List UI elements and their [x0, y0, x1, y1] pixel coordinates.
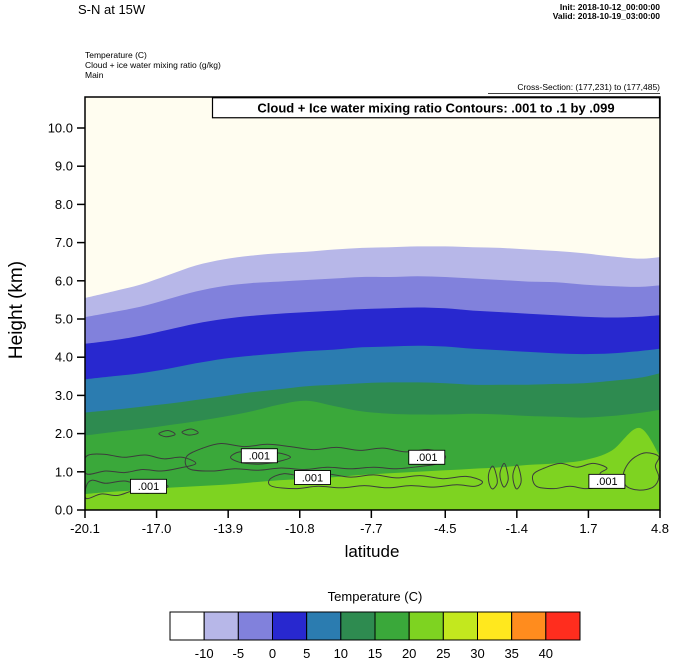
colorbar-tick-label: 5: [303, 646, 310, 661]
valid-time-label: Valid: 2018-10-19_03:00:00: [553, 11, 661, 21]
cloud-contour-level-0.001: [531, 462, 610, 490]
contour-label: .001: [408, 449, 446, 465]
legend-line-temperature: Temperature (C): [85, 50, 147, 60]
contour-label: .001: [294, 470, 331, 485]
colorbar-tick-label: 25: [436, 646, 450, 661]
plot-frame: [84, 96, 661, 511]
contour-label: .001: [130, 478, 167, 494]
contour-label-text: .001: [249, 451, 270, 463]
cloud-contour-level-0.001: [622, 452, 660, 491]
y-tick-label: 0.0: [55, 503, 73, 518]
colorbar-swatch: [442, 611, 478, 641]
legend-line-main: Main: [85, 70, 104, 80]
contour-label-box: [130, 478, 167, 494]
x-tick-label: -13.9: [213, 521, 243, 536]
contour-label-text: .001: [138, 481, 159, 493]
y-tick-label: 2.0: [55, 426, 73, 441]
contour-label-box: [408, 449, 446, 465]
colorbar-swatch: [408, 611, 444, 641]
colorbar-swatch: [237, 611, 273, 641]
y-tick-label: 5.0: [55, 312, 73, 327]
contour-label-box: [240, 448, 278, 464]
legend-line-cloud-ratio: Cloud + ice water mixing ratio (g/kg): [85, 60, 221, 70]
page-title: S-N at 15W: [78, 2, 146, 17]
contour-label: .001: [240, 448, 278, 464]
y-tick-label: 3.0: [55, 388, 73, 403]
colorbar-swatch: [511, 611, 547, 641]
y-tick-label: 8.0: [55, 197, 73, 212]
colorbar-tick-label: -5: [233, 646, 245, 661]
y-tick-label: 4.0: [55, 350, 73, 365]
colorbar-tick-label: 35: [504, 646, 518, 661]
colorbar-swatch: [340, 611, 376, 641]
y-tick-label: 1.0: [55, 464, 73, 479]
colorbar-swatch: [203, 611, 239, 641]
plot-area: .001 .001 .001 .001 .001: [85, 97, 660, 510]
x-tick-label: -10.8: [285, 521, 315, 536]
colorbar-title: Temperature (C): [328, 589, 423, 604]
colorbar-swatch: [545, 611, 581, 641]
colorbar-tick-label: 0: [269, 646, 276, 661]
contour-label-box: [294, 470, 331, 485]
y-tick-label: 6.0: [55, 273, 73, 288]
x-tick-label: -4.5: [434, 521, 456, 536]
y-tick-label: 9.0: [55, 159, 73, 174]
colorbar-swatch: [272, 611, 308, 641]
colorbar-swatch: [477, 611, 513, 641]
y-tick-label: 7.0: [55, 235, 73, 250]
cloud-contour-level-0.001: [181, 428, 199, 436]
contour-info-box: Cloud + Ice water mixing ratio Contours:…: [211, 97, 661, 119]
contour-label-box: [588, 473, 626, 489]
contour-label-text: .001: [302, 472, 323, 484]
cross-section-info: Cross-Section: (177,231) to (177,485): [517, 82, 660, 92]
cloud-contour-level-0.001: [499, 462, 509, 488]
colorbar-tick-label: 15: [368, 646, 382, 661]
colorbar-swatch: [306, 611, 342, 641]
x-tick-label: -1.4: [506, 521, 528, 536]
contour-info-box-frame: [211, 97, 661, 119]
contour-label-text: .001: [596, 476, 617, 488]
x-tick-label: -20.1: [70, 521, 100, 536]
colorbar-tick-label: 30: [470, 646, 484, 661]
colorbar-swatch: [374, 611, 410, 641]
temperature-band-fill-20c: [85, 427, 660, 510]
colorbar-tick-label: -10: [195, 646, 214, 661]
colorbar-tick-label: 20: [402, 646, 416, 661]
cloud-contour-level-0.001: [85, 453, 197, 475]
colorbar-tick-label: 10: [334, 646, 348, 661]
x-tick-label: 4.8: [651, 521, 669, 536]
contour-label: .001: [588, 473, 626, 489]
x-tick-label: 1.7: [579, 521, 597, 536]
contour-info-text: Cloud + Ice water mixing ratio Contours:…: [257, 101, 614, 116]
x-tick-label: -7.7: [360, 521, 382, 536]
cloud-contour-level-0.001: [487, 465, 498, 490]
contour-label-text: .001: [416, 452, 437, 464]
colorbar: -10 -5 0 5 10 15 20 25 30 35 40: [169, 611, 581, 661]
cloud-contour-level-0.001: [158, 430, 176, 438]
y-axis-label: Height (km): [6, 261, 27, 359]
colorbar-tick-label: 40: [539, 646, 553, 661]
axes: 0.0 1.0 2.0 3.0 4.0 5.0 6.0 7.0 8.0 9.0 10.0 -20.1 -…: [48, 96, 669, 536]
colorbar-swatch: [169, 611, 205, 641]
y-tick-label: 10.0: [48, 121, 73, 136]
cloud-contour-level-0.001: [512, 464, 522, 490]
x-axis-label: latitude: [345, 542, 400, 561]
x-tick-label: -17.0: [142, 521, 172, 536]
init-time-label: Init: 2018-10-12_00:00:00: [560, 2, 660, 12]
